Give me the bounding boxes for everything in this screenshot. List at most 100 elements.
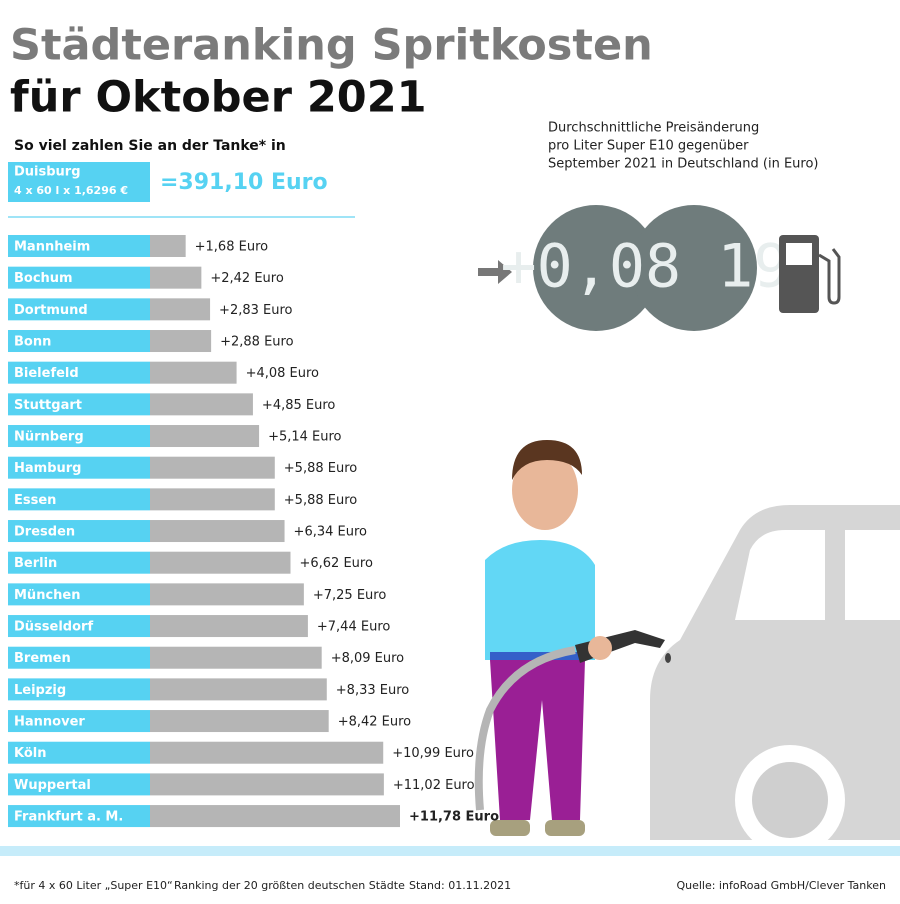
- city-label-box: [8, 710, 150, 733]
- city-label-box: [8, 361, 150, 384]
- bar: [150, 646, 322, 669]
- arrow: [478, 260, 512, 284]
- value-label: +4,85 Euro: [262, 398, 335, 413]
- subtitle: So viel zahlen Sie an der Tanke* in: [14, 138, 286, 154]
- city-label: Leipzig: [14, 683, 66, 698]
- value-label: +11,02 Euro: [393, 778, 475, 793]
- city-label-box: [8, 235, 150, 257]
- display-circle: [631, 205, 757, 331]
- reference-total: =391,10 Euro: [160, 170, 328, 195]
- bar: [150, 710, 329, 733]
- city-label: Bonn: [14, 335, 51, 350]
- value-label: +7,25 Euro: [313, 588, 386, 603]
- value-label: +11,78 Euro: [409, 810, 499, 825]
- fuel-pump-icon: [779, 235, 841, 313]
- city-label: Nürnberg: [14, 430, 84, 445]
- city-label: Hannover: [14, 715, 85, 730]
- footer-strip: [0, 846, 900, 856]
- value-label: +2,88 Euro: [220, 335, 293, 350]
- city-label: Bremen: [14, 651, 71, 666]
- price-change-display: +0,08 19: [501, 232, 790, 302]
- city-label: Stuttgart: [14, 398, 82, 413]
- value-label: +8,09 Euro: [331, 651, 404, 666]
- reference-formula: 4 x 60 l x 1,6296 €: [14, 184, 128, 197]
- city-label: Dortmund: [14, 303, 88, 318]
- city-label-box: [8, 805, 150, 828]
- title-line1: Städteranking Spritkosten: [10, 21, 653, 71]
- value-label: +4,08 Euro: [246, 366, 319, 381]
- footer-note: *für 4 x 60 Liter „Super E10“: [14, 879, 173, 892]
- city-label: Hamburg: [14, 461, 81, 476]
- bar: [150, 520, 285, 543]
- bar: [150, 425, 260, 448]
- value-label: +10,99 Euro: [392, 746, 474, 761]
- price-change-description: Durchschnittliche Preisänderung pro Liter…: [548, 121, 819, 172]
- bar: [150, 551, 291, 574]
- city-label-box: [8, 330, 150, 353]
- bar: [150, 741, 384, 764]
- bar: [150, 235, 186, 257]
- bar: [150, 266, 202, 289]
- footer-date: Stand: 01.11.2021: [409, 879, 511, 892]
- bar: [150, 773, 384, 796]
- value-label: +5,88 Euro: [284, 493, 357, 508]
- city-label-box: [8, 583, 150, 606]
- title-line2: für Oktober 2021: [10, 73, 427, 123]
- city-label-box: [8, 551, 150, 574]
- city-label: Bochum: [14, 271, 73, 286]
- bar: [150, 583, 304, 606]
- value-label: +2,42 Euro: [210, 271, 283, 286]
- description-line: September 2021 in Deutschland (in Euro): [548, 157, 819, 172]
- city-label-box: [8, 678, 150, 701]
- bar: [150, 330, 212, 353]
- city-label: München: [14, 588, 80, 603]
- description-line: pro Liter Super E10 gegenüber: [548, 139, 749, 154]
- reference-city: Duisburg: [14, 165, 81, 180]
- bar: [150, 678, 327, 701]
- city-label-box: [8, 488, 150, 511]
- value-label: +2,83 Euro: [219, 303, 292, 318]
- value-label: +8,33 Euro: [336, 683, 409, 698]
- bar: [150, 488, 275, 511]
- city-label: Düsseldorf: [14, 620, 93, 635]
- reference-box: [8, 162, 150, 202]
- bar: [150, 298, 211, 321]
- city-label: Essen: [14, 493, 56, 508]
- city-label: Bielefeld: [14, 366, 79, 381]
- value-label: +5,14 Euro: [268, 430, 341, 445]
- city-label-box: [8, 646, 150, 669]
- bar: [150, 615, 308, 638]
- bar: [150, 393, 253, 416]
- city-label-box: [8, 773, 150, 796]
- person-illustration: [474, 440, 671, 836]
- value-label: +8,42 Euro: [338, 715, 411, 730]
- bar-chart: Mannheim +1,68 Euro Bochum +2,42 Euro Dortmu…: [8, 235, 499, 828]
- bar: [150, 805, 400, 828]
- city-label-box: [8, 520, 150, 543]
- footer-ranking: Ranking der 20 größten deutschen Städte: [174, 879, 405, 892]
- value-label: +7,44 Euro: [317, 620, 390, 635]
- car-illustration: [650, 505, 900, 855]
- city-label: Mannheim: [14, 240, 90, 255]
- footer-source: Quelle: infoRoad GmbH/Clever Tanken: [676, 879, 886, 892]
- city-label-box: [8, 425, 150, 448]
- value-label: +6,34 Euro: [294, 525, 367, 540]
- value-label: +1,68 Euro: [195, 240, 268, 255]
- city-label-box: [8, 615, 150, 638]
- display-circle: [533, 205, 659, 331]
- city-label-box: [8, 456, 150, 479]
- city-label-box: [8, 298, 150, 321]
- city-label-box: [8, 266, 150, 289]
- city-label-box: [8, 741, 150, 764]
- city-label: Wuppertal: [14, 778, 91, 793]
- value-label: +6,62 Euro: [299, 556, 372, 571]
- city-label: Berlin: [14, 556, 57, 571]
- value-label: +5,88 Euro: [284, 461, 357, 476]
- city-label: Frankfurt a. M.: [14, 810, 123, 825]
- city-label-box: [8, 393, 150, 416]
- city-label: Dresden: [14, 525, 75, 540]
- bar: [150, 361, 237, 384]
- description-line: Durchschnittliche Preisänderung: [548, 121, 759, 136]
- bar: [150, 456, 275, 479]
